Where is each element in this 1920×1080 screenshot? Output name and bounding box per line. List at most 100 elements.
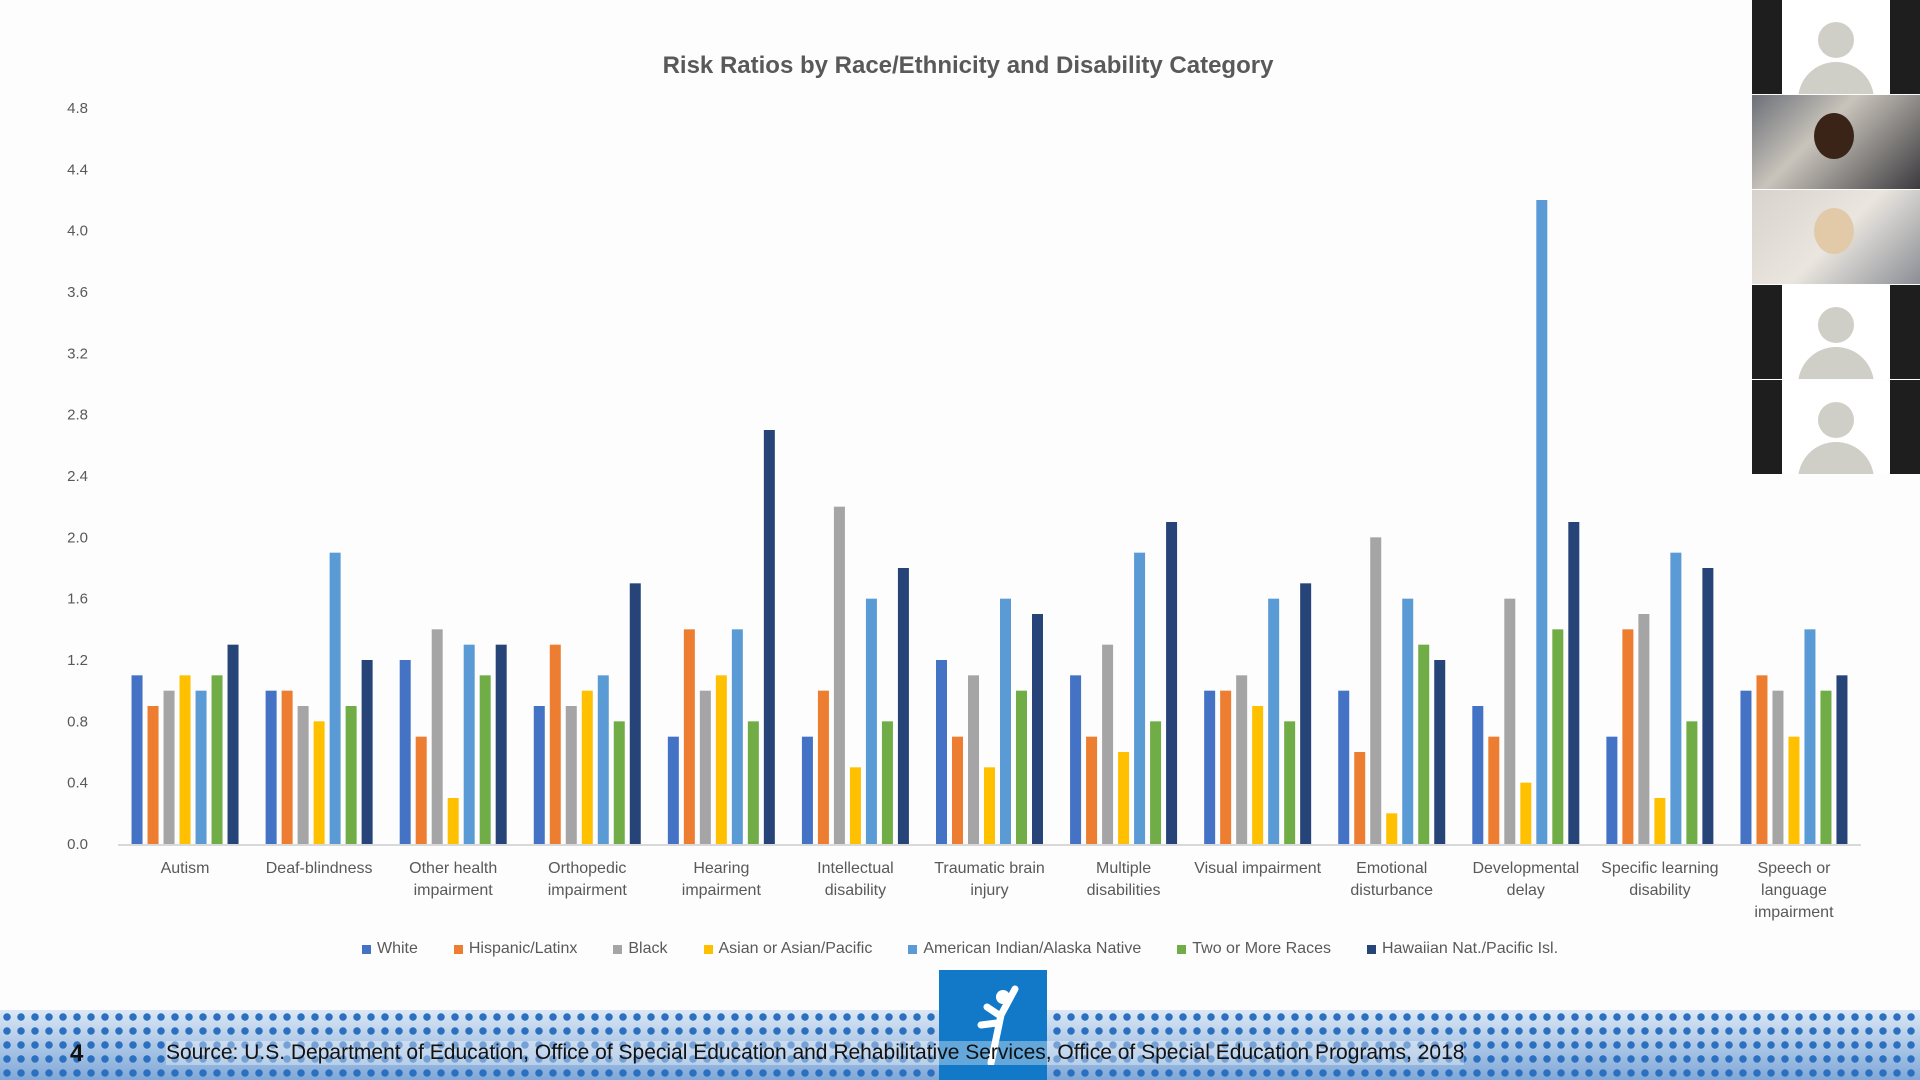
x-category-label: Autism [161, 860, 210, 877]
bar-black [1638, 614, 1650, 844]
bar-american-indian-alaska-native [1536, 200, 1548, 844]
bar-black [1102, 644, 1114, 844]
bar-hispanic-latinx [1488, 736, 1500, 844]
bar-hispanic-latinx [1086, 736, 1098, 844]
x-category-label: disability [1629, 882, 1690, 899]
bar-white [1204, 690, 1216, 844]
legend-swatch [361, 944, 371, 954]
bar-asian-or-asian-pacific [715, 675, 727, 844]
x-category-label: disability [825, 882, 886, 899]
participant-tile[interactable] [1752, 0, 1920, 94]
y-tick-label: 3.6 [67, 284, 88, 301]
bar-hawaiian-nat-pacific-isl- [763, 430, 775, 844]
y-tick-label: 2.8 [67, 407, 88, 424]
x-category-label: Multiple [1096, 860, 1151, 877]
y-tick-label: 0.8 [67, 713, 88, 730]
x-category-label: Hearing [693, 860, 749, 877]
x-category-label: disturbance [1350, 882, 1433, 899]
x-category-label: Visual impairment [1194, 860, 1321, 877]
participant-video[interactable] [1752, 190, 1920, 284]
bar-hispanic-latinx [1622, 629, 1634, 844]
bar-white [801, 736, 813, 844]
x-category-label: Emotional [1356, 860, 1427, 877]
bar-asian-or-asian-pacific [1520, 782, 1532, 844]
legend-swatch [613, 944, 623, 954]
x-category-label: Intellectual [817, 860, 894, 877]
legend-item: Hispanic/Latinx [453, 940, 578, 958]
chart-title: Risk Ratios by Race/Ethnicity and Disabi… [662, 52, 1274, 79]
legend-label: Black [628, 940, 668, 957]
bar-chart: 0.0 0.4 0.8 1.2 1.6 2.0 2.4 2.8 3.2 3.6 4.0 4.4 4.8 A… [67, 100, 1861, 921]
x-category-label: injury [970, 882, 1008, 899]
video-participants-panel [1752, 0, 1920, 475]
legend-label: Asian or Asian/Pacific [718, 940, 873, 957]
slide-number: 4 [70, 1040, 84, 1067]
bar-hispanic-latinx [683, 629, 695, 844]
participant-video[interactable] [1752, 95, 1920, 189]
bar-two-or-more-races [1418, 644, 1430, 844]
bar-white [667, 736, 679, 844]
legend-label: Two or More Races [1192, 940, 1331, 957]
bar-white [399, 660, 411, 844]
bar-hispanic-latinx [1354, 752, 1366, 844]
legend-item: American Indian/Alaska Native [908, 940, 1141, 958]
y-tick-label: 1.6 [67, 591, 88, 608]
bar-hispanic-latinx [1756, 675, 1768, 844]
bar-american-indian-alaska-native [597, 675, 609, 844]
x-category-label: disabilities [1087, 882, 1161, 899]
bar-two-or-more-races [211, 675, 223, 844]
bar-two-or-more-races [479, 675, 491, 844]
bar-american-indian-alaska-native [865, 598, 877, 844]
bar-american-indian-alaska-native [1804, 629, 1816, 844]
bar-hawaiian-nat-pacific-isl- [1300, 583, 1312, 844]
bar-hispanic-latinx [415, 736, 427, 844]
x-category-label: impairment [1754, 904, 1834, 921]
bar-two-or-more-races [1150, 721, 1162, 844]
bar-two-or-more-races [1552, 629, 1564, 844]
bar-american-indian-alaska-native [1402, 598, 1414, 844]
legend-label: American Indian/Alaska Native [923, 940, 1142, 957]
legend-swatch [1177, 944, 1187, 954]
y-tick-label: 3.2 [67, 345, 88, 362]
bar-asian-or-asian-pacific [1118, 752, 1130, 844]
bar-hawaiian-nat-pacific-isl- [1032, 614, 1043, 844]
bar-asian-or-asian-pacific [984, 767, 995, 844]
bar-two-or-more-races [1820, 690, 1832, 844]
bar-asian-or-asian-pacific [179, 675, 191, 844]
participant-tile[interactable] [1752, 285, 1920, 379]
bar-american-indian-alaska-native [329, 552, 341, 844]
legend-label: Hawaiian Nat./Pacific Isl. [1381, 940, 1559, 957]
bar-white [265, 690, 277, 844]
x-category-label: Other health [409, 860, 497, 877]
bar-hawaiian-nat-pacific-isl- [1568, 522, 1580, 844]
bar-two-or-more-races [1686, 721, 1698, 844]
participant-tile[interactable] [1752, 380, 1920, 474]
bar-two-or-more-races [881, 721, 893, 844]
legend-swatch [1366, 944, 1376, 954]
bar-asian-or-asian-pacific [1252, 706, 1264, 844]
legend-label: Hispanic/Latinx [468, 940, 578, 957]
bar-black [1504, 598, 1516, 844]
bar-hispanic-latinx [952, 736, 963, 844]
person-logo-icon [977, 985, 1019, 1065]
legend-item: White [361, 940, 418, 958]
bar-american-indian-alaska-native [1000, 598, 1011, 844]
bar-white [533, 706, 545, 844]
legend-item: Asian or Asian/Pacific [703, 940, 873, 958]
bar-hispanic-latinx [281, 690, 293, 844]
x-category-label: impairment [548, 882, 628, 899]
bar-asian-or-asian-pacific [581, 690, 593, 844]
bar-hawaiian-nat-pacific-isl- [1702, 568, 1714, 844]
bar-hawaiian-nat-pacific-isl- [227, 644, 239, 844]
y-tick-label: 2.0 [67, 529, 88, 546]
y-tick-label: 4.4 [67, 161, 88, 178]
y-tick-label: 0.4 [67, 775, 88, 792]
bar-two-or-more-races [345, 706, 357, 844]
bar-two-or-more-races [613, 721, 625, 844]
y-tick-label: 4.0 [67, 223, 88, 240]
bar-white [131, 675, 143, 844]
x-category-label: Traumatic brain [934, 860, 1045, 877]
bar-asian-or-asian-pacific [447, 798, 459, 844]
bar-hawaiian-nat-pacific-isl- [1836, 675, 1848, 844]
bar-hawaiian-nat-pacific-isl- [495, 644, 507, 844]
